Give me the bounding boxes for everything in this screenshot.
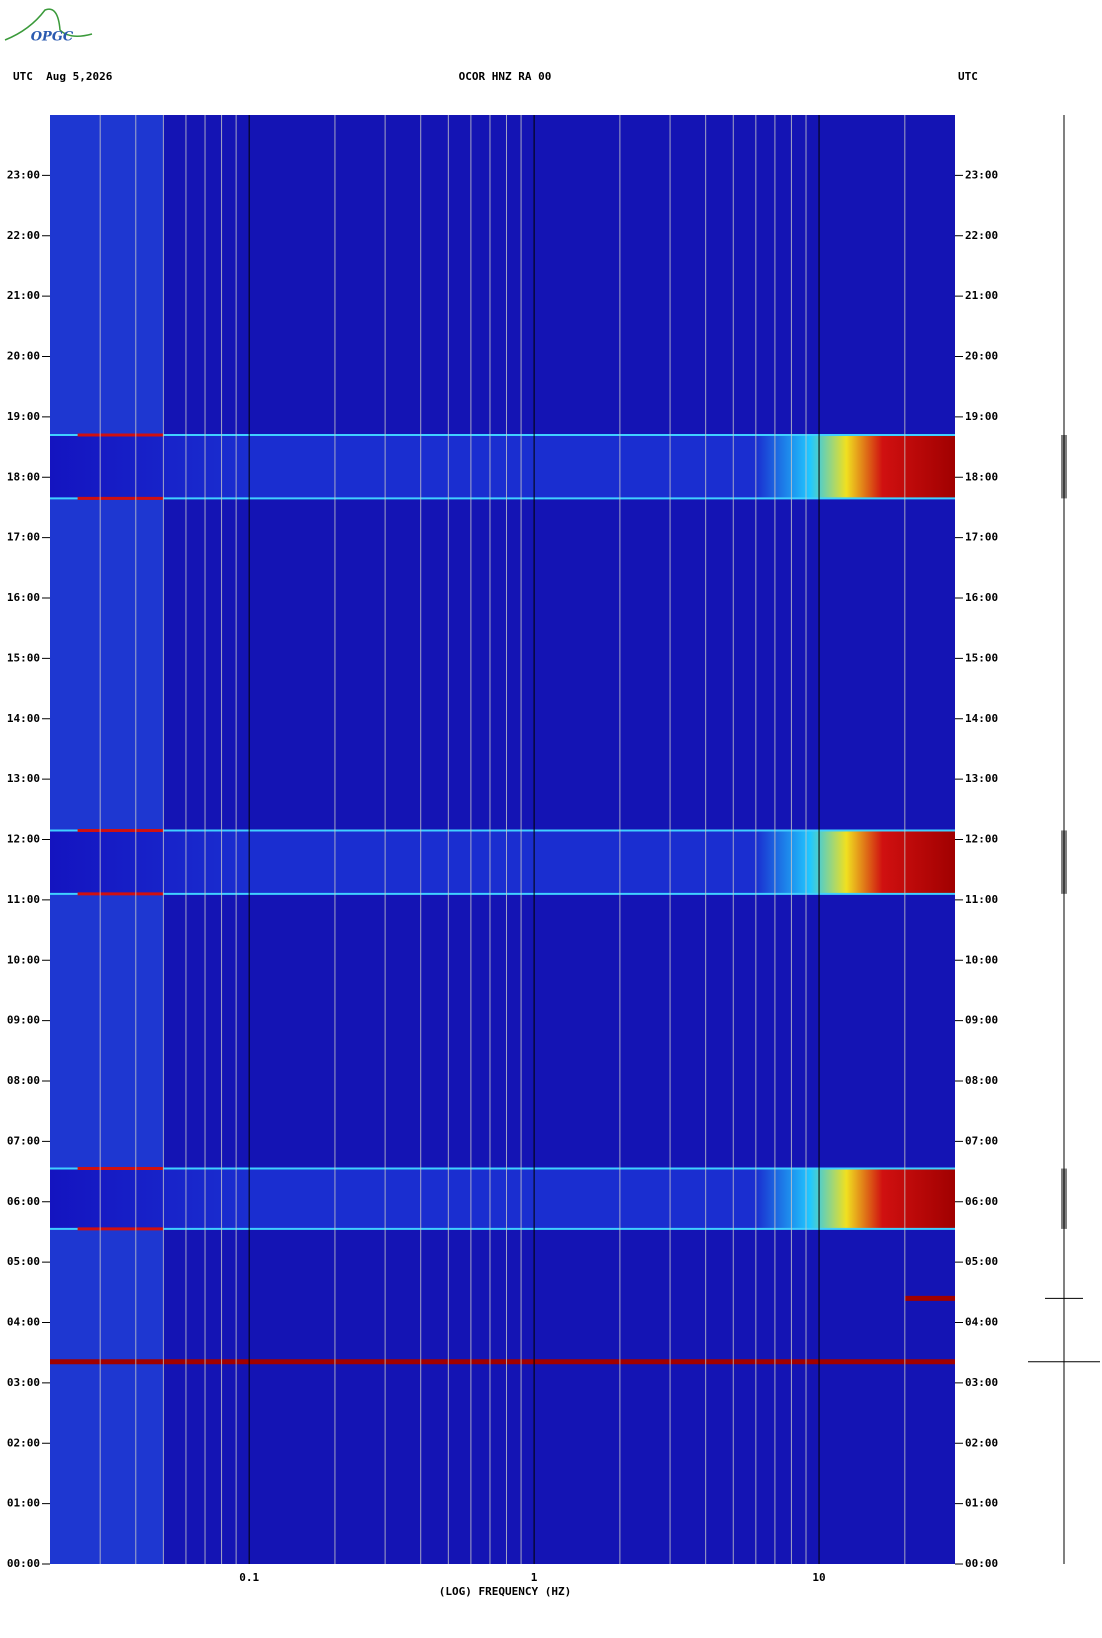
- y-tick-label-right: 04:00: [965, 1316, 998, 1329]
- y-tick-label-right: 07:00: [965, 1134, 998, 1147]
- y-tick-label-left: 05:00: [7, 1255, 40, 1268]
- y-tick-label-left: 00:00: [7, 1557, 40, 1570]
- chart-title: OCOR HNZ RA 00: [459, 70, 552, 83]
- trace-burst: [1061, 1168, 1067, 1229]
- trace-burst: [1061, 830, 1067, 894]
- y-tick-label-left: 14:00: [7, 712, 40, 725]
- y-tick-label-right: 12:00: [965, 833, 998, 846]
- y-tick-label-right: 03:00: [965, 1376, 998, 1389]
- logo-swoosh: [4, 8, 93, 41]
- x-tick-label: 1: [531, 1571, 538, 1584]
- y-tick-label-right: 09:00: [965, 1014, 998, 1027]
- y-tick-label-right: 05:00: [965, 1255, 998, 1268]
- y-tick-label-right: 15:00: [965, 651, 998, 664]
- y-tick-label-right: 02:00: [965, 1436, 998, 1449]
- y-tick-label-right: 01:00: [965, 1497, 998, 1510]
- y-tick-label-left: 08:00: [7, 1074, 40, 1087]
- y-tick-label-left: 22:00: [7, 229, 40, 242]
- y-tick-label-left: 07:00: [7, 1134, 40, 1147]
- y-tick-label-left: 04:00: [7, 1316, 40, 1329]
- y-tick-label-left: 09:00: [7, 1014, 40, 1027]
- x-tick-label: 0.1: [239, 1571, 259, 1584]
- y-tick-label-right: 06:00: [965, 1195, 998, 1208]
- y-tick-label-right: 14:00: [965, 712, 998, 725]
- y-tick-label-right: 11:00: [965, 893, 998, 906]
- y-tick-label-left: 03:00: [7, 1376, 40, 1389]
- y-tick-label-right: 18:00: [965, 470, 998, 483]
- event-band: [50, 434, 955, 499]
- y-tick-label-left: 18:00: [7, 470, 40, 483]
- event-band: [50, 830, 955, 894]
- y-tick-label-right: 21:00: [965, 289, 998, 302]
- logo: OPGC: [31, 30, 74, 45]
- y-tick-label-right: 10:00: [965, 953, 998, 966]
- right-label: UTC: [958, 70, 978, 83]
- y-tick-label-right: 22:00: [965, 229, 998, 242]
- y-tick-label-right: 13:00: [965, 772, 998, 785]
- y-tick-label-right: 08:00: [965, 1074, 998, 1087]
- date-label: UTC Aug 5,2026: [13, 70, 113, 83]
- y-tick-label-left: 20:00: [7, 350, 40, 363]
- y-tick-label-left: 23:00: [7, 168, 40, 181]
- y-tick-label-left: 16:00: [7, 591, 40, 604]
- y-tick-label-left: 17:00: [7, 531, 40, 544]
- y-tick-label-left: 06:00: [7, 1195, 40, 1208]
- x-axis-label: (LOG) FREQUENCY (HZ): [439, 1585, 571, 1598]
- y-tick-label-left: 13:00: [7, 772, 40, 785]
- y-tick-label-right: 00:00: [965, 1557, 998, 1570]
- y-tick-label-right: 23:00: [965, 168, 998, 181]
- y-tick-label-left: 02:00: [7, 1436, 40, 1449]
- y-tick-label-right: 16:00: [965, 591, 998, 604]
- y-tick-label-left: 01:00: [7, 1497, 40, 1510]
- y-tick-label-left: 12:00: [7, 833, 40, 846]
- plot: [50, 115, 955, 1564]
- event-band: [50, 1168, 955, 1229]
- y-tick-label-left: 15:00: [7, 651, 40, 664]
- y-tick-label-left: 19:00: [7, 410, 40, 423]
- x-tick-label: 10: [812, 1571, 825, 1584]
- y-tick-label-left: 11:00: [7, 893, 40, 906]
- y-tick-label-right: 20:00: [965, 350, 998, 363]
- y-tick-label-right: 19:00: [965, 410, 998, 423]
- y-tick-label-right: 17:00: [965, 531, 998, 544]
- trace-burst: [1061, 434, 1067, 499]
- y-tick-label-left: 10:00: [7, 953, 40, 966]
- y-tick-label-left: 21:00: [7, 289, 40, 302]
